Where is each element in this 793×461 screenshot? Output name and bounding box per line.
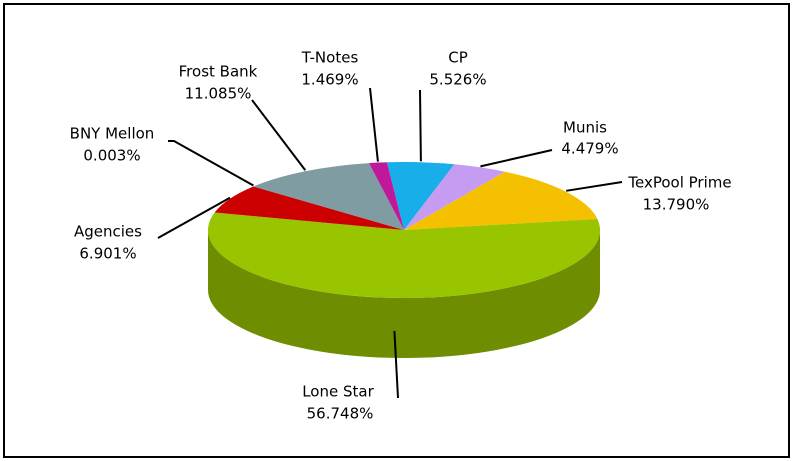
slice-value: 0.003% bbox=[83, 147, 140, 165]
slice-label: CP bbox=[448, 49, 468, 67]
slice-value: 4.479% bbox=[561, 140, 618, 158]
slice-label: Munis bbox=[563, 119, 607, 137]
leader-line bbox=[157, 196, 231, 239]
slice-label: Frost Bank bbox=[179, 63, 258, 81]
slice-value: 6.901% bbox=[79, 245, 136, 263]
leader-line bbox=[168, 140, 254, 187]
slice-side bbox=[208, 230, 600, 358]
slice-label: TexPool Prime bbox=[627, 174, 731, 192]
slice bbox=[214, 186, 404, 230]
slice-label: BNY Mellon bbox=[70, 125, 155, 143]
slice bbox=[404, 171, 598, 230]
slice bbox=[368, 162, 404, 230]
slice-label: T-Notes bbox=[301, 49, 359, 67]
leader-line bbox=[480, 149, 553, 168]
slice bbox=[207, 212, 600, 298]
slice bbox=[386, 161, 455, 230]
slice bbox=[253, 163, 404, 230]
leader-line bbox=[251, 99, 307, 171]
slice-label: Agencies bbox=[74, 223, 142, 241]
slice bbox=[404, 164, 505, 230]
slice-label: Lone Star bbox=[302, 383, 374, 401]
leader-line bbox=[566, 181, 623, 192]
slice-value: 5.526% bbox=[429, 71, 486, 89]
leader-line bbox=[419, 89, 422, 162]
slice bbox=[253, 186, 404, 230]
leader-line bbox=[369, 87, 379, 162]
slice-value: 1.469% bbox=[301, 71, 358, 89]
leader-line bbox=[393, 330, 399, 399]
slice-value: 11.085% bbox=[185, 85, 252, 103]
slice-value: 13.790% bbox=[643, 196, 710, 214]
slice-value: 56.748% bbox=[307, 405, 374, 423]
